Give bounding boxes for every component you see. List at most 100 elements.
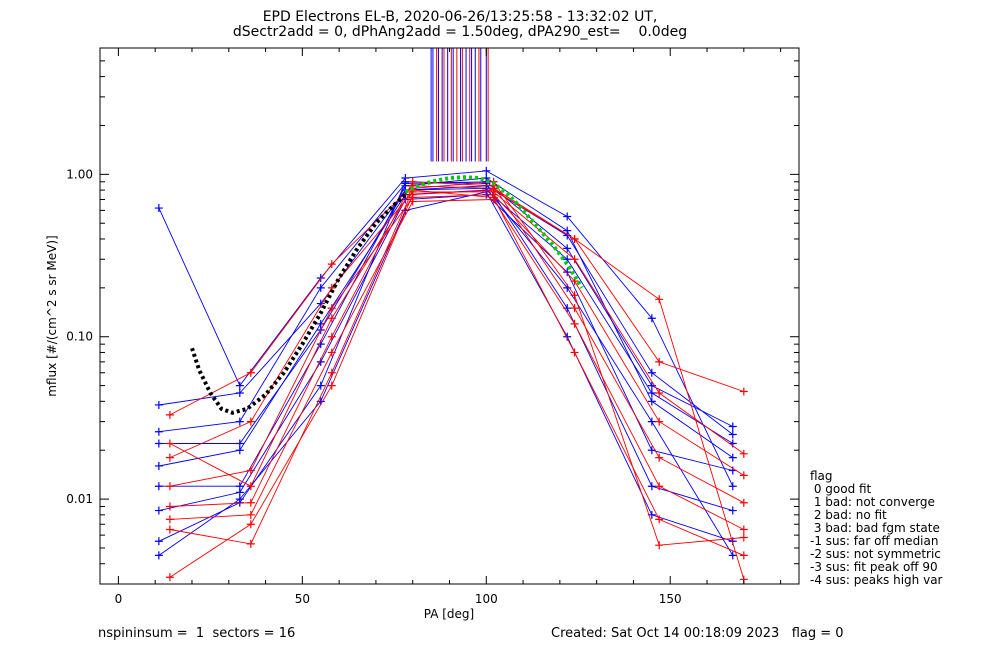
data-point	[570, 291, 579, 300]
series-line	[158, 187, 734, 556]
data-point	[647, 314, 656, 323]
legend-item: -1 sus: far off median	[810, 534, 939, 548]
data-point	[235, 495, 244, 504]
x-tick-label: 100	[475, 592, 498, 606]
data-point	[316, 273, 325, 282]
y-tick-label: 0.10	[66, 330, 93, 344]
series-line	[169, 181, 745, 507]
data-point	[165, 525, 174, 534]
series-line	[169, 185, 744, 416]
data-point	[739, 533, 748, 542]
data-point	[655, 295, 664, 304]
data-point	[327, 260, 336, 269]
data-point	[165, 515, 174, 524]
legend-item: 2 bad: no fit	[810, 508, 887, 522]
data-point	[165, 439, 174, 448]
flag-legend: flag 0 good fit 1 bad: not converge 2 ba…	[810, 470, 942, 587]
data-point	[165, 453, 174, 462]
data-point	[154, 400, 163, 409]
chart-title: EPD Electrons EL-B, 2020-06-26/13:25:58 …	[262, 9, 658, 25]
data-point	[739, 498, 748, 507]
data-point	[154, 506, 163, 515]
data-point	[154, 427, 163, 436]
series-line	[169, 189, 745, 580]
legend-item: -2 sus: not symmetric	[810, 547, 941, 561]
data-point	[489, 193, 498, 202]
series-line	[169, 189, 744, 556]
data-point	[570, 304, 579, 313]
legend-item: -4 sus: peaks high var	[810, 573, 943, 587]
data-point	[154, 439, 163, 448]
data-point	[327, 332, 336, 341]
data-point	[489, 186, 498, 195]
data-point	[246, 482, 255, 491]
series-line	[169, 194, 745, 487]
x-tick-label: 0	[115, 592, 123, 606]
series-line	[158, 181, 734, 433]
data-point	[327, 368, 336, 377]
data-point	[655, 417, 664, 426]
data-point	[246, 466, 255, 475]
data-point	[739, 387, 748, 396]
legend-item: 1 bad: not converge	[810, 495, 935, 509]
series-line	[158, 170, 734, 487]
data-point	[728, 453, 737, 462]
data-point	[647, 482, 656, 491]
data-point	[246, 539, 255, 548]
fit-curve	[190, 193, 407, 415]
data-point	[655, 541, 664, 550]
data-point	[728, 506, 737, 515]
data-point	[739, 525, 748, 534]
data-point	[647, 417, 656, 426]
data-point	[246, 498, 255, 507]
data-point	[739, 551, 748, 560]
data-point	[728, 551, 737, 560]
data-point	[563, 332, 572, 341]
data-point	[647, 389, 656, 398]
y-axis-label: mflux [#/(cm^2 s sr MeV)]	[45, 235, 59, 396]
data-point	[647, 397, 656, 406]
data-point	[401, 173, 410, 182]
data-point	[316, 283, 325, 292]
data-point	[570, 348, 579, 357]
data-point	[739, 449, 748, 458]
data-point	[154, 482, 163, 491]
data-point	[655, 515, 664, 524]
data-point	[728, 422, 737, 431]
data-point	[246, 520, 255, 529]
data-point	[647, 368, 656, 377]
x-tick-label: 150	[659, 592, 682, 606]
data-point	[165, 573, 174, 582]
data-point	[655, 389, 664, 398]
data-point	[327, 348, 336, 357]
data-point	[246, 368, 255, 377]
legend-item: 3 bad: bad fgm state	[810, 521, 940, 535]
legend-item: 0 good fit	[810, 482, 872, 496]
data-point	[655, 453, 664, 462]
x-tick-label: 50	[295, 592, 310, 606]
data-point	[235, 446, 244, 455]
data-point	[570, 319, 579, 328]
data-point	[235, 381, 244, 390]
data-point	[563, 268, 572, 277]
data-point	[235, 417, 244, 426]
data-point	[570, 234, 579, 243]
data-point	[655, 357, 664, 366]
data-point	[728, 482, 737, 491]
y-tick-label: 0.01	[66, 492, 93, 506]
data-point	[563, 244, 572, 253]
legend-item: -3 sus: fit peak off 90	[810, 560, 938, 574]
series-line	[158, 191, 733, 556]
series-line	[169, 191, 745, 459]
data-point	[570, 255, 579, 264]
x-axis-label: PA [deg]	[424, 607, 474, 621]
data-point	[563, 226, 572, 235]
data-point	[739, 471, 748, 480]
data-point	[165, 502, 174, 511]
data-point	[246, 417, 255, 426]
chart-subtitle: dSectr2add = 0, dPhAng2add = 1.50deg, dP…	[232, 24, 688, 40]
data-point	[327, 304, 336, 313]
y-tick-label: 1.00	[66, 167, 93, 181]
data-point	[728, 430, 737, 439]
